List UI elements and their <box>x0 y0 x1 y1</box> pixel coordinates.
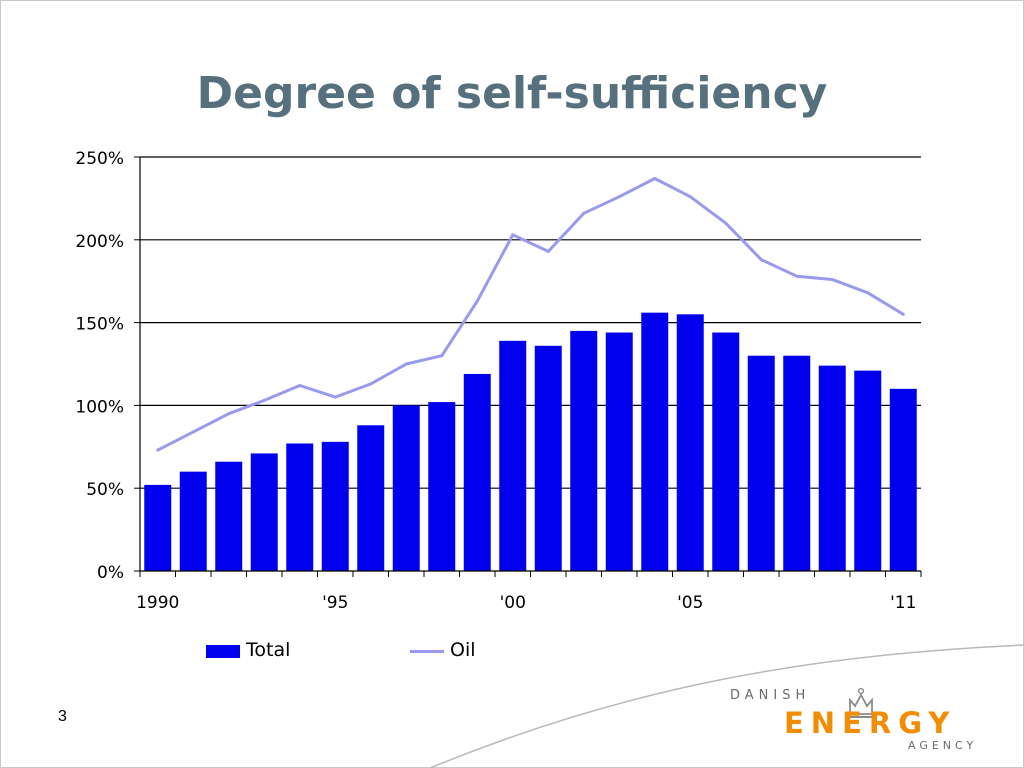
bar-total <box>676 314 704 571</box>
bar-total <box>179 471 207 571</box>
point-oil <box>262 398 266 402</box>
x-tick-label: '05 <box>677 593 703 613</box>
bar-total <box>144 484 172 571</box>
bar-total <box>889 388 917 571</box>
point-oil <box>156 448 160 452</box>
point-oil <box>724 221 728 225</box>
point-oil <box>866 291 870 295</box>
bar-total <box>215 461 243 571</box>
bar-total <box>392 405 420 571</box>
bar-total <box>854 370 882 571</box>
line-oil <box>157 177 905 452</box>
point-oil <box>546 249 550 253</box>
x-tick-label: 1990 <box>136 593 179 613</box>
y-tick-label: 0% <box>97 563 124 583</box>
bar-total <box>321 441 349 571</box>
x-tick-label: '95 <box>322 593 348 613</box>
point-oil <box>475 299 479 303</box>
bar-total <box>286 443 314 571</box>
slide-number: 3 <box>58 708 67 725</box>
y-tick-label: 200% <box>75 232 124 252</box>
bar-total <box>499 340 527 571</box>
bar-total <box>570 330 598 571</box>
point-oil <box>333 395 337 399</box>
point-oil <box>440 354 444 358</box>
bar-total <box>534 345 562 571</box>
point-oil <box>901 312 905 316</box>
bar-total <box>463 373 491 571</box>
y-tick-label: 50% <box>86 480 124 500</box>
logo-line-agency: AGENCY <box>908 739 978 752</box>
point-oil <box>404 362 408 366</box>
decorative-curve <box>429 644 1024 768</box>
logo-line-danish: DANISH <box>730 688 811 703</box>
point-oil <box>830 278 834 282</box>
bar-total <box>641 312 669 571</box>
y-tick-label: 100% <box>75 397 124 417</box>
bar-total <box>783 355 811 571</box>
point-oil <box>227 412 231 416</box>
danish-energy-agency-logo: DANISH ENERGY AGENCY <box>728 686 998 756</box>
logo-line-energy: ENERGY <box>784 706 957 740</box>
bar-total <box>428 402 456 571</box>
legend-swatch-total <box>206 645 240 658</box>
y-tick-label: 250% <box>75 149 124 169</box>
slide-title: Degree of self-sufficiency <box>196 68 828 119</box>
legend-swatch-oil <box>410 650 444 653</box>
x-tick-label: '11 <box>890 593 916 613</box>
bar-total <box>818 365 846 571</box>
point-oil <box>511 233 515 237</box>
point-oil <box>582 211 586 215</box>
bar-total <box>357 425 385 571</box>
point-oil <box>298 384 302 388</box>
bar-total <box>747 355 775 571</box>
legend-label-total: Total <box>246 639 291 661</box>
point-oil <box>369 382 373 386</box>
point-oil <box>759 258 763 262</box>
bar-total <box>250 453 278 571</box>
point-oil <box>795 274 799 278</box>
point-oil <box>617 195 621 199</box>
bar-total <box>712 332 740 571</box>
legend-label-oil: Oil <box>450 639 476 661</box>
crown-icon <box>849 687 873 718</box>
x-tick-label: '00 <box>500 593 526 613</box>
bar-total <box>605 332 633 571</box>
point-oil <box>191 430 195 434</box>
y-tick-label: 150% <box>75 315 124 335</box>
point-oil <box>653 177 657 181</box>
point-oil <box>688 195 692 199</box>
